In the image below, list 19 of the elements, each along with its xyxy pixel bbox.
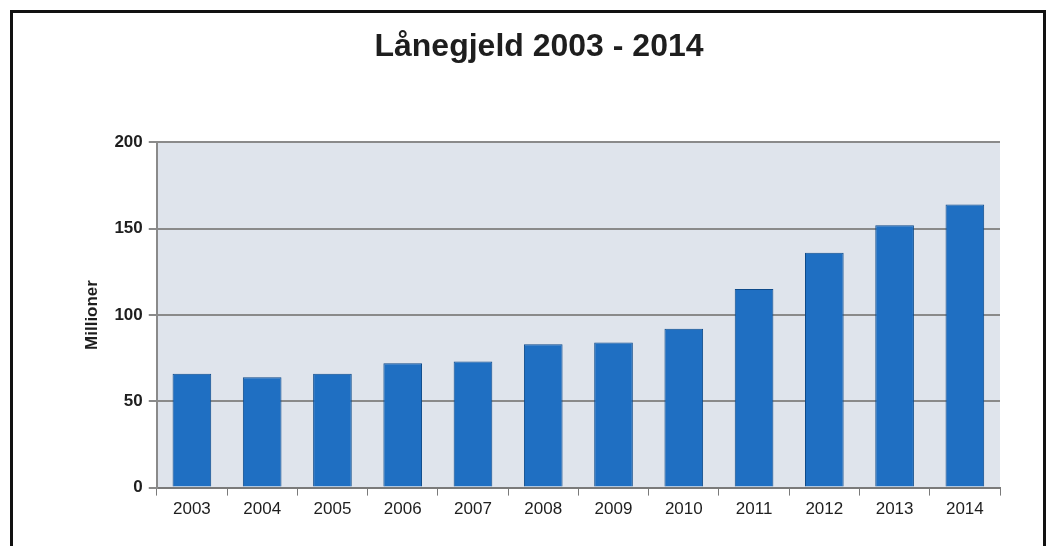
y-axis-title: Millioner <box>81 279 101 350</box>
x-tick-label: 2004 <box>243 499 282 519</box>
x-tick-label: 2012 <box>805 499 844 519</box>
x-tick-label: 2014 <box>945 499 984 519</box>
x-tick-label: 2006 <box>383 499 422 519</box>
x-tick-label: 2010 <box>664 499 703 519</box>
chart-title: Lånegjeld 2003 - 2014 <box>374 27 704 64</box>
x-tick-label: 2005 <box>313 499 352 519</box>
x-tick-label: 2003 <box>172 499 211 519</box>
y-tick-label: 150 <box>114 218 143 238</box>
y-tick-label: 200 <box>114 132 143 152</box>
x-tick-label: 2008 <box>524 499 563 519</box>
y-tick-label: 100 <box>114 304 143 324</box>
x-tick-label: 2011 <box>735 499 773 519</box>
x-tick-label: 2009 <box>594 499 633 519</box>
y-tick-label: 50 <box>123 390 143 410</box>
x-tick-label: 2013 <box>875 499 914 519</box>
x-tick-label: 2007 <box>454 499 492 519</box>
y-tick-label: 0 <box>133 477 143 497</box>
